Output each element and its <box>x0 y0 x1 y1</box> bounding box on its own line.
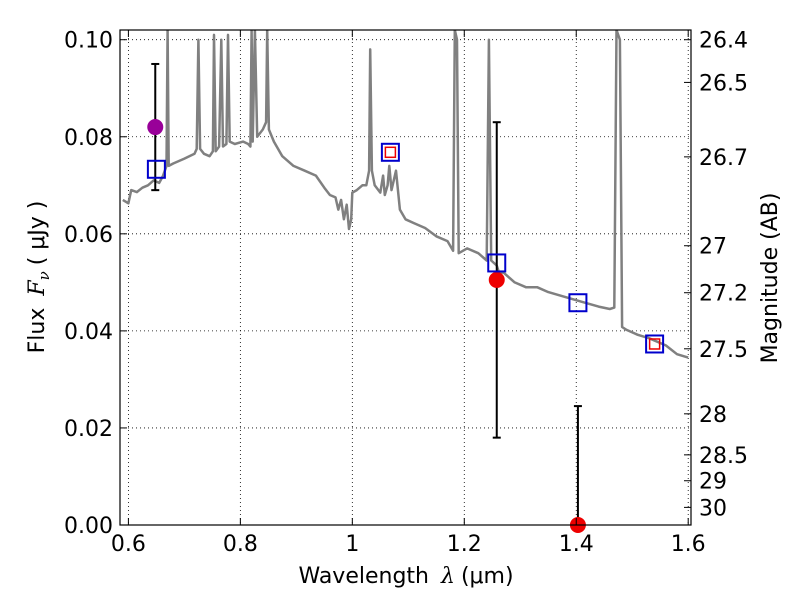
model-square <box>146 159 166 179</box>
model-square <box>380 142 400 162</box>
model-spectrum <box>122 30 689 359</box>
y-tick-label: 0.02 <box>64 417 113 442</box>
y-tick-label: 0.08 <box>64 126 113 151</box>
observed-point <box>147 119 164 136</box>
magnitude-tick-label: 30 <box>699 496 727 521</box>
model-photometry-squares <box>146 142 665 354</box>
inner-square <box>648 338 661 350</box>
magnitude-tick-label: 26.4 <box>699 29 748 54</box>
magnitude-tick-label: 29 <box>699 470 727 495</box>
magnitude-tick-label: 27.2 <box>699 282 748 307</box>
y-tick-label: 0.04 <box>64 320 113 345</box>
magnitude-tick-label: 27.5 <box>699 338 748 363</box>
model-square <box>645 334 665 354</box>
magnitude-axis-label: Magnitude (AB) <box>758 193 783 364</box>
x-tick-label: 1.6 <box>671 532 706 557</box>
x-tick-label: 0.8 <box>223 532 258 557</box>
x-tick-label: 0.6 <box>111 532 146 557</box>
magnitude-tick-label: 28.5 <box>699 444 748 469</box>
inner-square <box>384 146 397 159</box>
model-square <box>568 293 588 313</box>
y-axis-label: FluxFν( μJy ) <box>25 201 53 354</box>
grid-lines <box>120 30 691 525</box>
x-tick-label: 1.2 <box>447 532 482 557</box>
magnitude-tick-label: 26.5 <box>699 71 748 96</box>
magnitude-tick-label: 26.7 <box>699 146 748 171</box>
plot-frame <box>119 29 692 526</box>
axis-ticks: 0.6 0.8 1 1.2 1.4 1.6 0.00 0.02 0.04 0.06 0.08 0.10… <box>64 29 748 557</box>
x-axis-label: Wavelength λ (μm) <box>298 564 513 589</box>
x-tick-label: 1.4 <box>559 532 594 557</box>
y-tick-label: 0.06 <box>64 223 113 248</box>
magnitude-tick-label: 27 <box>699 235 727 260</box>
y-tick-label: 0.10 <box>64 29 113 54</box>
model-square <box>487 253 507 273</box>
observed-point <box>488 271 505 288</box>
x-tick-label: 1 <box>345 532 359 557</box>
y-tick-label: 0.00 <box>64 514 113 539</box>
magnitude-tick-label: 28 <box>699 403 727 428</box>
spectrum-line <box>122 30 689 359</box>
